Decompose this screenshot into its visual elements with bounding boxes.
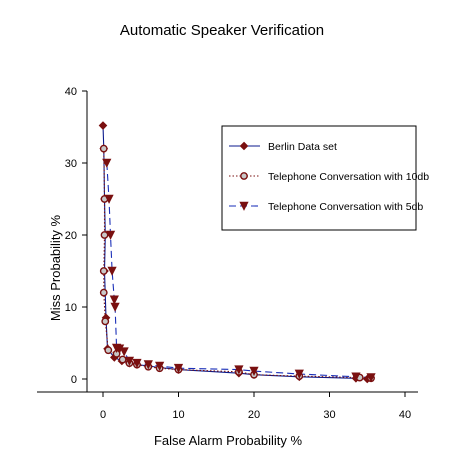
legend-label: Telephone Conversation with 10db (268, 171, 429, 183)
series-markers (98, 121, 376, 384)
y-tick-label: 20 (65, 230, 77, 242)
data-point (102, 158, 112, 168)
legend-marker (239, 141, 249, 151)
data-point (249, 366, 259, 376)
data-point (99, 267, 108, 275)
x-tick-label: 40 (399, 409, 411, 421)
data-point (294, 369, 304, 379)
legend-marker (240, 172, 248, 180)
chart-title: Automatic Speaker Verification (120, 22, 324, 39)
data-point (118, 355, 127, 364)
x-tick-label: 30 (323, 409, 335, 421)
x-tick-label: 10 (172, 409, 184, 421)
y-tick-label: 40 (65, 86, 77, 98)
data-point (351, 372, 361, 382)
data-point (99, 144, 108, 153)
x-tick-label: 20 (248, 409, 260, 421)
x-axis-label: False Alarm Probability % (154, 433, 303, 448)
data-point (155, 361, 165, 371)
data-point (99, 288, 108, 297)
data-point (98, 121, 108, 130)
data-point (132, 358, 142, 369)
legend-box (221, 125, 417, 231)
legend-marker (239, 201, 249, 211)
legend-label: Telephone Conversation with 5db (268, 201, 423, 213)
legend-label: Berlin Data set (268, 141, 337, 153)
x-tick-label: 0 (100, 409, 106, 421)
y-tick-label: 30 (65, 158, 77, 170)
data-point (104, 194, 114, 204)
legend: Berlin Data set Telephone Conversation wi… (221, 125, 429, 231)
data-point (107, 266, 117, 276)
y-tick-label: 0 (71, 374, 77, 386)
data-point (366, 373, 376, 383)
data-point (101, 317, 110, 326)
data-point (105, 230, 116, 240)
data-point (119, 347, 129, 357)
data-point (124, 356, 135, 366)
data-point (173, 363, 184, 374)
legend-items: Berlin Data set Telephone Conversation wi… (229, 141, 429, 213)
data-point (100, 231, 109, 239)
y-tick-label: 10 (65, 302, 77, 314)
data-point (110, 302, 120, 312)
y-axis-label: Miss Probability % (48, 214, 63, 321)
tick-group: 0 10 20 30 40 0 10 20 30 40 (65, 86, 411, 421)
data-point (234, 365, 244, 375)
data-point (104, 346, 113, 355)
data-point (143, 360, 153, 370)
data-point (109, 295, 119, 305)
